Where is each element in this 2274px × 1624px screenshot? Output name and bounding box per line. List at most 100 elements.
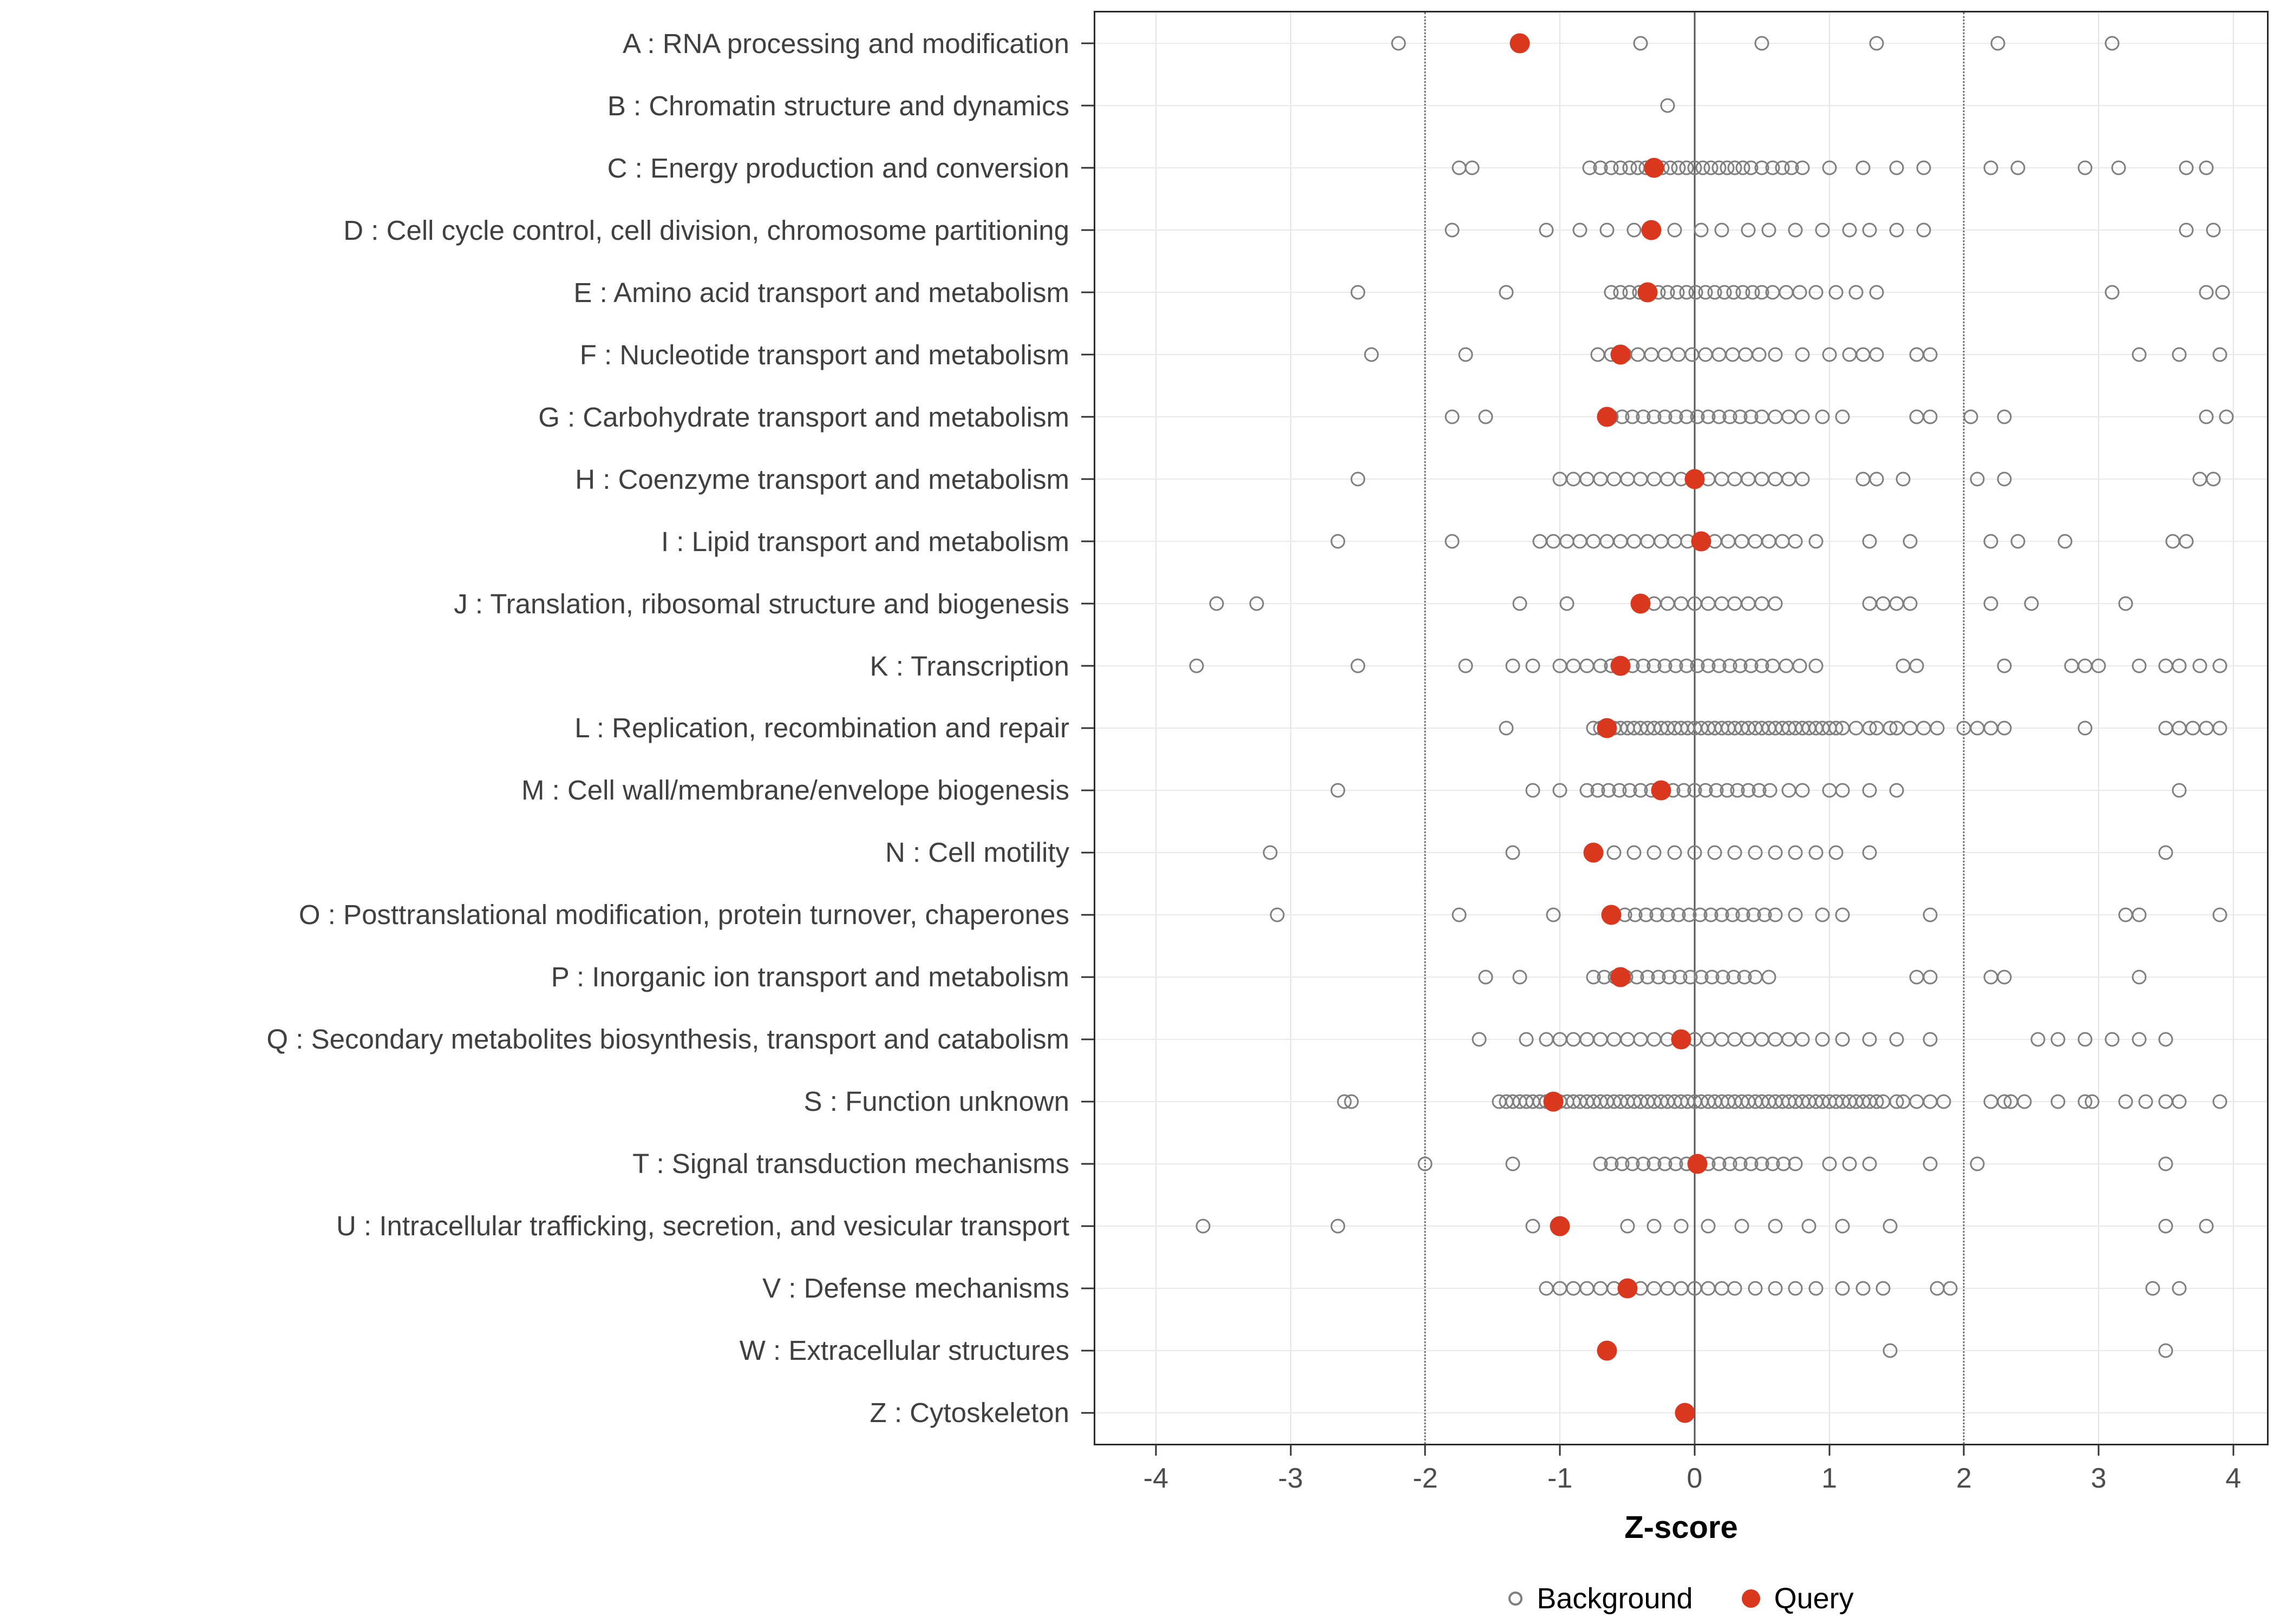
background-point xyxy=(1606,845,1622,860)
query-point xyxy=(1597,718,1617,738)
category-label: G : Carbohydrate transport and metabolis… xyxy=(538,401,1069,433)
background-point xyxy=(1660,1281,1675,1296)
background-point xyxy=(1761,970,1776,985)
background-point xyxy=(1539,222,1554,238)
background-point xyxy=(1741,472,1756,487)
background-point xyxy=(1779,285,1794,300)
background-point xyxy=(1835,721,1850,736)
background-point xyxy=(2118,596,2133,611)
background-point xyxy=(1768,1219,1783,1234)
background-point xyxy=(2185,721,2200,736)
x-tick-label: -3 xyxy=(1278,1463,1303,1494)
background-point xyxy=(1417,1156,1433,1171)
background-point xyxy=(1795,160,1810,175)
background-point xyxy=(2003,1094,2018,1109)
background-point xyxy=(1930,1281,1945,1296)
background-point xyxy=(1956,721,1971,736)
category-label: M : Cell wall/membrane/envelope biogenes… xyxy=(521,775,1069,806)
background-point xyxy=(2118,1094,2133,1109)
y-tick-mark xyxy=(1081,603,1094,605)
background-point xyxy=(1855,160,1871,175)
background-point xyxy=(1525,783,1540,798)
background-point xyxy=(1815,409,1830,424)
category-label: L : Replication, recombination and repai… xyxy=(574,712,1069,744)
background-point xyxy=(1754,596,1769,611)
background-point xyxy=(1788,1281,1803,1296)
y-tick-mark xyxy=(1081,976,1094,978)
background-point xyxy=(1765,658,1780,673)
background-point xyxy=(1505,845,1520,860)
x-tick-mark xyxy=(1694,1444,1696,1456)
background-point xyxy=(1795,409,1810,424)
background-point xyxy=(1539,1032,1554,1047)
legend-item-query: Query xyxy=(1741,1582,1854,1615)
background-point xyxy=(2158,1156,2173,1171)
background-point xyxy=(1768,1281,1783,1296)
background-point xyxy=(2172,658,2187,673)
background-point xyxy=(1566,472,1581,487)
category-label: J : Translation, ribosomal structure and… xyxy=(454,588,1069,619)
background-point xyxy=(2165,534,2180,549)
background-point xyxy=(1883,1219,1898,1234)
background-point xyxy=(1195,1219,1211,1234)
x-tick-label: 4 xyxy=(2225,1463,2242,1494)
background-point xyxy=(1801,1219,1816,1234)
background-point xyxy=(1916,721,1931,736)
query-point xyxy=(1601,905,1622,925)
background-point xyxy=(1350,658,1365,673)
background-point xyxy=(1546,907,1561,922)
background-point xyxy=(1923,1094,1938,1109)
background-point xyxy=(2192,472,2207,487)
category-label: Z : Cytoskeleton xyxy=(870,1397,1069,1428)
category-label: Q : Secondary metabolites biosynthesis, … xyxy=(266,1024,1069,1055)
x-tick-label: -2 xyxy=(1413,1463,1438,1494)
background-point xyxy=(1822,1156,1837,1171)
background-point xyxy=(1883,1343,1898,1358)
background-point xyxy=(1727,1032,1742,1047)
background-point xyxy=(1788,534,1803,549)
background-point xyxy=(1707,845,1722,860)
background-point xyxy=(2215,285,2230,300)
background-point xyxy=(1644,347,1659,362)
background-point xyxy=(2105,1032,2120,1047)
background-point xyxy=(1391,36,1406,51)
query-point xyxy=(1651,780,1671,801)
x-tick-label: -4 xyxy=(1143,1463,1169,1494)
background-point xyxy=(1808,285,1824,300)
y-tick-mark xyxy=(1081,789,1094,791)
background-point xyxy=(1997,721,2012,736)
background-point xyxy=(2212,658,2227,673)
background-point xyxy=(1572,534,1587,549)
background-point xyxy=(1842,222,1857,238)
category-label: D : Cell cycle control, cell division, c… xyxy=(343,214,1069,246)
background-point xyxy=(1445,534,1460,549)
background-point xyxy=(2132,970,2147,985)
query-point xyxy=(1641,220,1662,240)
query-point xyxy=(1675,1403,1695,1423)
background-point xyxy=(1862,222,1877,238)
background-point xyxy=(1788,845,1803,860)
background-point xyxy=(1997,472,2012,487)
background-point xyxy=(1599,222,1615,238)
background-point xyxy=(1963,409,1978,424)
query-point xyxy=(1630,593,1651,614)
background-point xyxy=(1869,285,1884,300)
background-point xyxy=(1263,845,1278,860)
category-label: A : RNA processing and modification xyxy=(623,28,1069,59)
background-point xyxy=(2118,907,2133,922)
background-point xyxy=(1869,721,1884,736)
category-label: F : Nucleotide transport and metabolism xyxy=(579,339,1069,370)
background-point xyxy=(1876,596,1891,611)
background-point xyxy=(1445,409,1460,424)
query-point xyxy=(1597,1340,1617,1361)
background-point xyxy=(2158,1032,2173,1047)
background-point xyxy=(1781,409,1796,424)
background-point xyxy=(2212,907,2227,922)
background-point xyxy=(1862,1032,1877,1047)
legend-label-background: Background xyxy=(1537,1582,1693,1615)
background-point xyxy=(1512,596,1527,611)
background-point xyxy=(1646,1219,1662,1234)
background-point xyxy=(1552,1281,1567,1296)
background-point xyxy=(1792,285,1807,300)
background-point xyxy=(1364,347,1379,362)
